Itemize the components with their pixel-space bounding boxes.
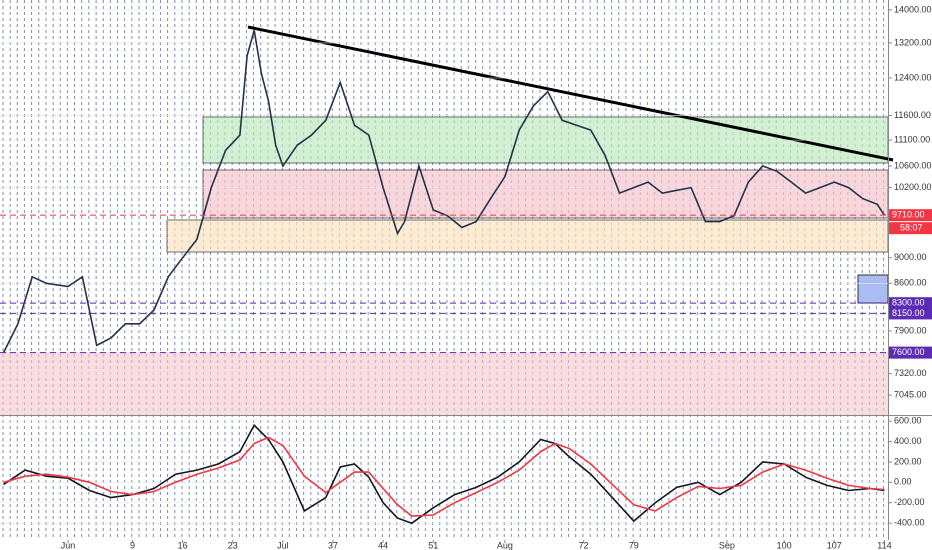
y-tick-label: 10200.00 [894, 182, 932, 192]
x-tick-label: 51 [428, 540, 438, 550]
x-tick-label: 72 [579, 540, 589, 550]
x-tick-label: Jul [277, 540, 289, 550]
zone [857, 274, 889, 304]
zone [202, 169, 889, 219]
trend-line [247, 25, 894, 162]
y-tick-label: 7900.00 [894, 325, 927, 335]
y-tick-label: 11600.00 [894, 110, 931, 120]
series-line [3, 436, 885, 517]
x-tick-label: 37 [328, 540, 338, 550]
price-badge-label: 9710.00 [892, 210, 925, 220]
y-tick-label: 600.00 [894, 415, 922, 425]
countdown: 58:07 [900, 223, 923, 233]
y-tick-label: 10600.00 [894, 160, 932, 170]
x-tick-label: Jun [61, 540, 76, 550]
x-tick-label: 23 [228, 540, 238, 550]
y-tick-label: -200.00 [894, 497, 925, 507]
y-tick-label: 11100.00 [894, 135, 930, 145]
price-badge-label: 8300.00 [892, 298, 925, 308]
price-badge-label: 8150.00 [892, 308, 925, 318]
x-tick-label: 9 [130, 540, 135, 550]
y-tick-label: 0.00 [894, 477, 912, 487]
x-tick-label: 16 [178, 540, 188, 550]
y-tick-label: -400.00 [894, 518, 925, 528]
y-tick-label: 8600.00 [894, 278, 927, 288]
y-tick-label: 14000.00 [894, 4, 932, 14]
x-tick-label: 114 [877, 540, 891, 550]
x-tick-label: 107 [827, 540, 842, 550]
y-tick-label: 400.00 [894, 436, 922, 446]
series-line [2, 30, 886, 353]
x-tick-label: Sep [719, 540, 735, 550]
x-tick-label: 44 [378, 540, 388, 550]
y-tick-label: 200.00 [894, 456, 922, 466]
zone [0, 352, 888, 415]
y-tick-label: 7320.00 [894, 368, 927, 378]
y-tick-label: 13200.00 [894, 37, 932, 47]
plot-layer: 14000.00 13200.00 12400.00 11600.00 11100.00… [0, 4, 932, 550]
y-tick-label: 12400.00 [894, 72, 932, 82]
x-tick-label: 79 [629, 540, 639, 550]
y-tick-label: 7045.00 [894, 390, 927, 400]
x-tick-label: Aug [497, 540, 513, 550]
price-badge [889, 346, 932, 359]
y-tick-label: 9000.00 [894, 252, 927, 262]
price-badge [889, 209, 932, 222]
x-tick-label: 100 [777, 540, 792, 550]
countdown-badge [889, 222, 932, 235]
zone [166, 219, 889, 253]
grid-pattern [0, 0, 888, 540]
price-badge [889, 307, 932, 320]
price-badge-label: 7600.00 [892, 347, 925, 357]
price-badge [889, 297, 932, 310]
